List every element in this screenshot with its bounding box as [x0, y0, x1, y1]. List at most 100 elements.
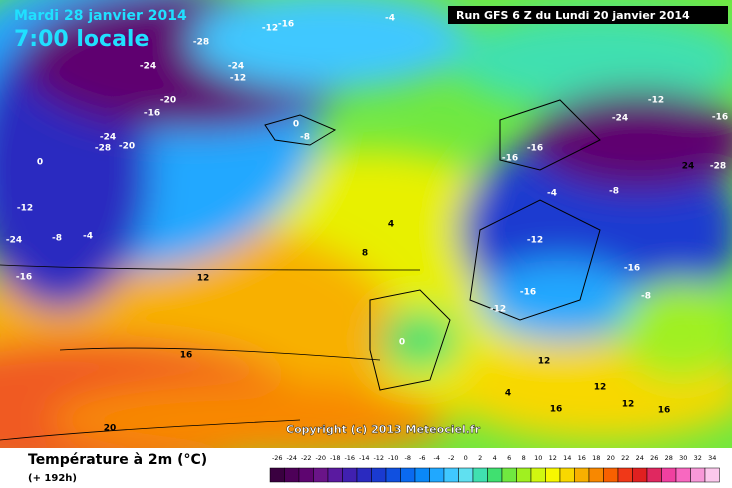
scale-cell: [559, 467, 575, 483]
scale-cell: [400, 467, 416, 483]
contour-label: -24: [6, 236, 22, 246]
map-date: Mardi 28 janvier 2014: [14, 8, 187, 24]
scale-cell: [545, 467, 561, 483]
contour-label: -24: [228, 62, 244, 72]
contour-label: 12: [622, 400, 635, 410]
contour-label: -24: [100, 133, 116, 143]
contour-label: -8: [609, 187, 619, 197]
contour-label: -8: [52, 234, 62, 244]
contour-label: -12: [230, 74, 246, 84]
run-label: Run GFS 6 Z du Lundi 20 janvier 2014: [456, 9, 690, 22]
scale-tick-label: 22: [621, 454, 629, 462]
scale-cell: [661, 467, 677, 483]
run-box: [448, 6, 728, 24]
scale-cell: [690, 467, 706, 483]
scale-cell: [284, 467, 300, 483]
scale-cell: [617, 467, 633, 483]
contour-label: 12: [538, 357, 551, 367]
scale-cell: [327, 467, 343, 483]
contour-label: -16: [144, 109, 160, 119]
scale-tick-label: -12: [373, 454, 384, 462]
contour-label: -16: [520, 288, 536, 298]
scale-tick-label: 0: [464, 454, 468, 462]
scale-cell: [414, 467, 430, 483]
copyright: Copyright (c) 2013 Meteociel.fr: [286, 423, 481, 436]
scale-cell: [632, 467, 648, 483]
contour-label: -24: [140, 62, 156, 72]
scale-cell: [443, 467, 459, 483]
scale-cell: [298, 467, 314, 483]
scale-tick-label: -8: [405, 454, 411, 462]
scale-cell: [603, 467, 619, 483]
scale-tick-label: -24: [286, 454, 297, 462]
contour-label: -12: [490, 305, 506, 315]
scale-tick-label: 2: [478, 454, 482, 462]
scale-cell: [356, 467, 372, 483]
scale-cell: [516, 467, 532, 483]
contour-label: 4: [388, 220, 394, 230]
scale-cell: [501, 467, 517, 483]
scale-tick-label: -2: [448, 454, 454, 462]
contour-label: -8: [641, 292, 651, 302]
contour-label: 0: [37, 158, 43, 168]
contour-label: -24: [612, 114, 628, 124]
scale-tick-label: 4: [493, 454, 497, 462]
contour-label: -28: [95, 144, 111, 154]
scale-cell: [675, 467, 691, 483]
contour-label: 16: [180, 351, 193, 361]
contour-label: -12: [527, 236, 543, 246]
contour-label: -16: [624, 264, 640, 274]
contour-label: 0: [399, 338, 405, 348]
scale-tick-label: 10: [534, 454, 542, 462]
scale-tick-label: 18: [592, 454, 600, 462]
scale-cell: [342, 467, 358, 483]
scale-tick-label: -26: [272, 454, 283, 462]
contour-label: -8: [300, 133, 310, 143]
contour-label: -4: [547, 189, 557, 199]
contour-label: -4: [385, 14, 395, 24]
contour-label: 12: [594, 383, 607, 393]
scale-tick-label: -18: [330, 454, 341, 462]
legend-title: Température à 2m (°C): [28, 452, 207, 468]
contour-label: 16: [658, 406, 671, 416]
scale-tick-label: -22: [301, 454, 312, 462]
contour-label: -20: [119, 142, 135, 152]
scale-tick-label: 14: [563, 454, 571, 462]
contour-label: -28: [710, 162, 726, 172]
contour-label: -12: [262, 24, 278, 34]
scale-tick-label: 28: [665, 454, 673, 462]
scale-cell: [458, 467, 474, 483]
scale-tick-label: 16: [578, 454, 586, 462]
scale-cell: [588, 467, 604, 483]
contour-label: -16: [278, 20, 294, 30]
legend-lead: (+ 192h): [28, 473, 77, 484]
contour-label: 0: [293, 120, 299, 130]
contour-label: 12: [197, 274, 210, 284]
contour-label: -16: [527, 144, 543, 154]
contour-label: 24: [682, 162, 695, 172]
scale-tick-label: 32: [694, 454, 702, 462]
coastlines: [264, 99, 601, 391]
contour-label: -28: [193, 38, 209, 48]
contour-lines: [0, 264, 421, 441]
scale-cell: [472, 467, 488, 483]
scale-cell: [429, 467, 445, 483]
scale-tick-label: 30: [679, 454, 687, 462]
scale-cell: [646, 467, 662, 483]
contour-label: 8: [362, 249, 368, 259]
contour-label: 16: [550, 405, 563, 415]
contour-label: -16: [16, 273, 32, 283]
scale-cell: [313, 467, 329, 483]
scale-tick-label: 26: [650, 454, 658, 462]
scale-cell: [385, 467, 401, 483]
scale-cell: [371, 467, 387, 483]
scale-tick-label: 8: [522, 454, 526, 462]
scale-tick-label: 12: [549, 454, 557, 462]
contour-label: 4: [505, 389, 511, 399]
scale-tick-label: -4: [434, 454, 440, 462]
scale-cell: [487, 467, 503, 483]
contour-label: -4: [83, 232, 93, 242]
scale-tick-label: -16: [344, 454, 355, 462]
contour-label: 20: [104, 424, 117, 434]
